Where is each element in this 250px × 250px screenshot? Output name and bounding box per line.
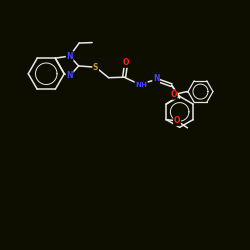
Text: N: N — [153, 74, 160, 83]
Text: NH: NH — [135, 82, 147, 88]
Text: N: N — [66, 71, 73, 80]
Text: N: N — [66, 52, 73, 60]
Text: S: S — [93, 63, 98, 72]
Text: O: O — [170, 90, 177, 99]
Text: O: O — [123, 58, 130, 67]
Text: O: O — [174, 116, 180, 125]
